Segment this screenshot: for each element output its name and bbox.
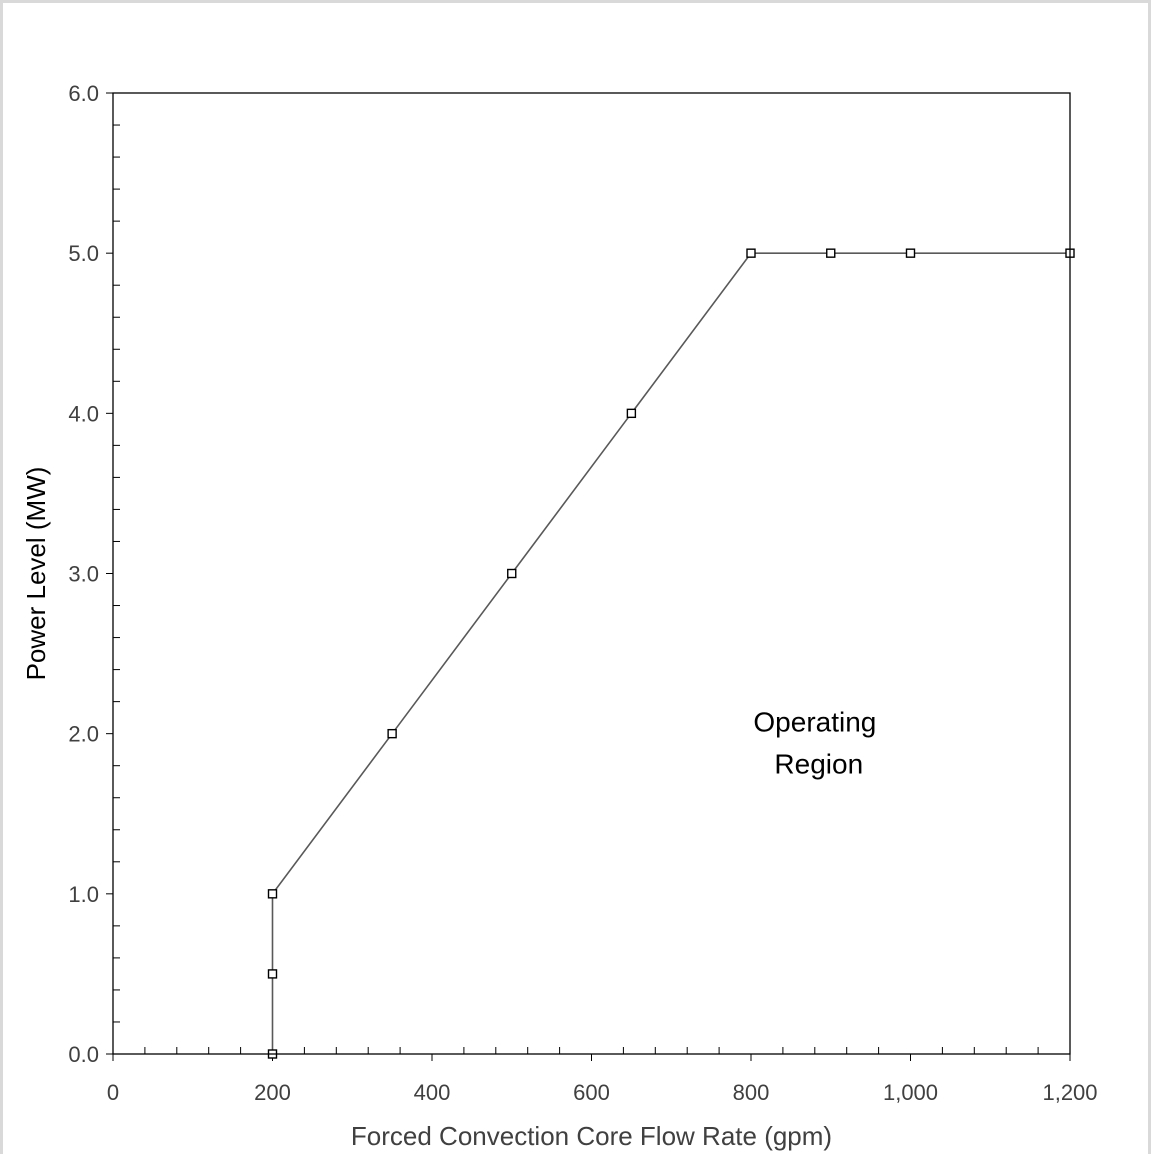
y-tick-label: 6.0 [68, 81, 99, 106]
series-line [271, 252, 1070, 1054]
x-tick-label: 400 [414, 1080, 451, 1105]
major-ticks [106, 92, 1071, 1061]
data-point [387, 728, 397, 739]
y-tick-label: 4.0 [68, 401, 99, 426]
x-tick-label: 1,200 [1042, 1080, 1097, 1105]
operating-region-annotation: Operating Region [753, 707, 884, 780]
x-tick-label: 600 [573, 1080, 610, 1105]
minor-ticks [113, 124, 1039, 1054]
x-tick-labels: 0 200 400 600 800 1,000 1,200 [107, 1080, 1098, 1105]
y-axis-title: Power Level (MW) [21, 467, 51, 681]
series-group [267, 248, 1075, 1059]
data-point [507, 568, 517, 579]
chart: 0 200 400 600 800 1,000 1,200 0.0 1.0 2.0 3.0 4.0 5… [21, 81, 1098, 1151]
plot-area [112, 92, 1071, 1055]
annotation-line-1: Operating [753, 707, 876, 738]
y-tick-label: 0.0 [68, 1042, 99, 1067]
data-point [826, 248, 836, 258]
x-tick-label: 800 [733, 1080, 770, 1105]
y-tick-label: 5.0 [68, 241, 99, 266]
data-point [746, 248, 756, 258]
y-tick-label: 2.0 [68, 722, 99, 747]
data-point [267, 969, 278, 979]
x-tick-label: 1,000 [883, 1080, 938, 1105]
annotation-line-2: Region [774, 749, 863, 780]
y-tick-labels: 0.0 1.0 2.0 3.0 4.0 5.0 6.0 [68, 81, 99, 1067]
x-tick-label: 0 [107, 1080, 119, 1105]
y-tick-label: 3.0 [68, 562, 99, 587]
data-point [626, 408, 637, 419]
x-axis-title: Forced Convection Core Flow Rate (gpm) [351, 1121, 832, 1151]
data-point [905, 248, 916, 258]
data-point [267, 889, 278, 899]
x-tick-label: 200 [254, 1080, 291, 1105]
y-tick-label: 1.0 [68, 882, 99, 907]
